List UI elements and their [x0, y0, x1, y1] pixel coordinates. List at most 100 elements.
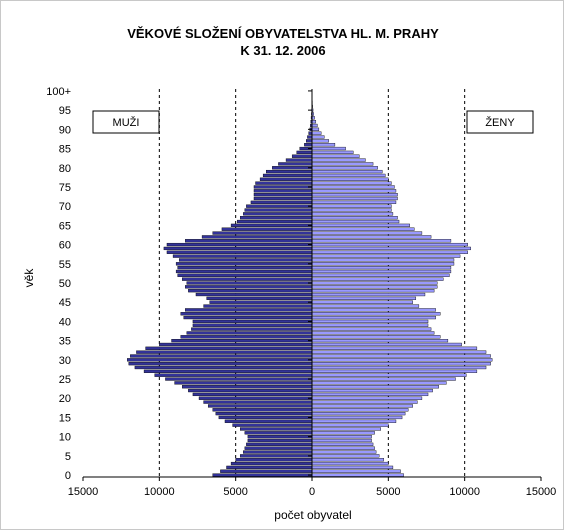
bar-women-age-20	[311, 396, 423, 400]
x-axis-label: počet obyvatel	[274, 508, 351, 522]
bar-women-age-68	[311, 212, 394, 216]
bar-men-age-44	[203, 304, 313, 308]
bar-men-age-66	[236, 219, 313, 224]
bar-women-age-29	[311, 362, 491, 366]
bar-men-age-81	[278, 162, 313, 166]
bar-women-age-0	[311, 473, 404, 477]
bar-women-age-80	[311, 166, 378, 170]
bar-women-age-4	[311, 458, 384, 462]
bar-women-age-1	[311, 469, 401, 473]
legend-men-label: MUŽI	[113, 116, 140, 129]
bar-men-age-45	[209, 300, 313, 304]
bar-women-age-88	[311, 135, 325, 139]
bar-men-age-14	[224, 419, 313, 423]
bar-women-age-42	[311, 312, 441, 316]
bar-men-age-39	[192, 323, 313, 327]
chart-title: VĚKOVÉ SLOŽENÍ OBYVATELSTVA HL. M. PRAHY	[127, 26, 439, 41]
bar-men-age-41	[183, 315, 313, 320]
bar-men-age-49	[185, 285, 313, 289]
bar-women-age-40	[311, 319, 429, 324]
bar-women-age-26	[311, 373, 467, 377]
bar-women-age-38	[311, 327, 432, 331]
bar-men-age-20	[198, 396, 313, 400]
chart-subtitle: K 31. 12. 2006	[240, 43, 326, 58]
bar-women-age-10	[311, 435, 372, 439]
bar-men-age-24	[174, 381, 313, 385]
y-tick-label: 55	[59, 259, 71, 271]
bar-men-age-40	[192, 319, 313, 324]
bar-men-age-35	[171, 339, 313, 343]
bar-women-age-7	[311, 446, 375, 450]
bar-women-age-86	[311, 143, 336, 147]
bar-women-age-9	[311, 438, 372, 443]
y-tick-label: 65	[59, 220, 71, 232]
y-tick-label: 20	[59, 393, 71, 405]
bar-women-age-25	[311, 377, 456, 381]
bar-women-age-14	[311, 419, 397, 423]
bar-men-age-27	[143, 369, 313, 373]
bar-men-age-7	[244, 446, 313, 450]
bar-women-age-82	[311, 158, 366, 162]
bar-women-age-46	[311, 296, 417, 300]
bar-men-age-15	[218, 415, 313, 420]
bar-women-age-53	[311, 269, 452, 274]
bar-women-age-22	[311, 388, 433, 393]
bars	[127, 89, 493, 477]
bar-men-age-21	[192, 392, 313, 397]
bar-men-age-68	[243, 212, 313, 216]
bar-women-age-13	[311, 423, 389, 427]
bar-women-age-60	[311, 242, 468, 247]
bar-women-age-64	[311, 227, 415, 231]
bar-men-age-61	[185, 239, 313, 243]
legend-women-label: ŽENY	[485, 116, 515, 129]
bar-men-age-62	[201, 235, 313, 239]
bar-men-age-43	[185, 308, 313, 312]
y-tick-label: 35	[59, 336, 71, 348]
bar-women-age-73	[311, 193, 398, 197]
bar-women-age-79	[311, 169, 383, 174]
bar-men-age-46	[206, 296, 313, 300]
bar-men-age-38	[191, 327, 313, 331]
x-tick-label: 15000	[68, 486, 99, 498]
x-tick-label: 15000	[526, 486, 557, 498]
bar-women-age-16	[311, 411, 406, 416]
bar-women-age-32	[311, 350, 487, 354]
bar-women-age-44	[311, 304, 420, 308]
bar-men-age-0	[212, 473, 313, 477]
y-tick-label: 60	[59, 240, 71, 252]
bar-men-age-70	[246, 204, 313, 208]
bar-women-age-90	[311, 127, 320, 131]
bar-women-age-57	[311, 254, 461, 258]
bar-men-age-36	[180, 335, 313, 339]
x-tick-label: 10000	[144, 486, 175, 498]
bar-women-age-83	[311, 154, 360, 158]
bar-men-age-82	[285, 158, 313, 162]
bar-women-age-87	[311, 139, 329, 143]
y-tick-label: 30	[59, 355, 71, 367]
bar-men-age-1	[220, 469, 313, 473]
bar-men-age-59	[163, 246, 313, 251]
y-tick-label: 90	[59, 124, 71, 136]
bar-women-age-8	[311, 442, 374, 446]
y-tick-label: 10	[59, 432, 71, 444]
bar-men-age-52	[177, 273, 313, 277]
bar-women-age-59	[311, 246, 471, 251]
y-tick-label: 25	[59, 374, 71, 386]
bar-women-age-18	[311, 404, 413, 408]
bar-men-age-74	[253, 189, 313, 193]
legend-women-box	[466, 110, 534, 134]
bar-women-age-63	[311, 231, 423, 235]
bar-women-age-72	[311, 196, 398, 201]
bar-women-age-36	[311, 335, 441, 339]
bar-women-age-77	[311, 177, 389, 181]
bar-men-age-88	[307, 135, 313, 139]
bar-women-age-69	[311, 208, 392, 212]
bar-women-age-21	[311, 392, 429, 397]
y-tick-label: 85	[59, 144, 71, 156]
bar-men-age-8	[246, 442, 313, 446]
bar-women-age-43	[311, 308, 436, 312]
bar-women-age-81	[311, 162, 374, 166]
bar-women-age-89	[311, 131, 322, 135]
bar-women-age-85	[311, 146, 346, 151]
